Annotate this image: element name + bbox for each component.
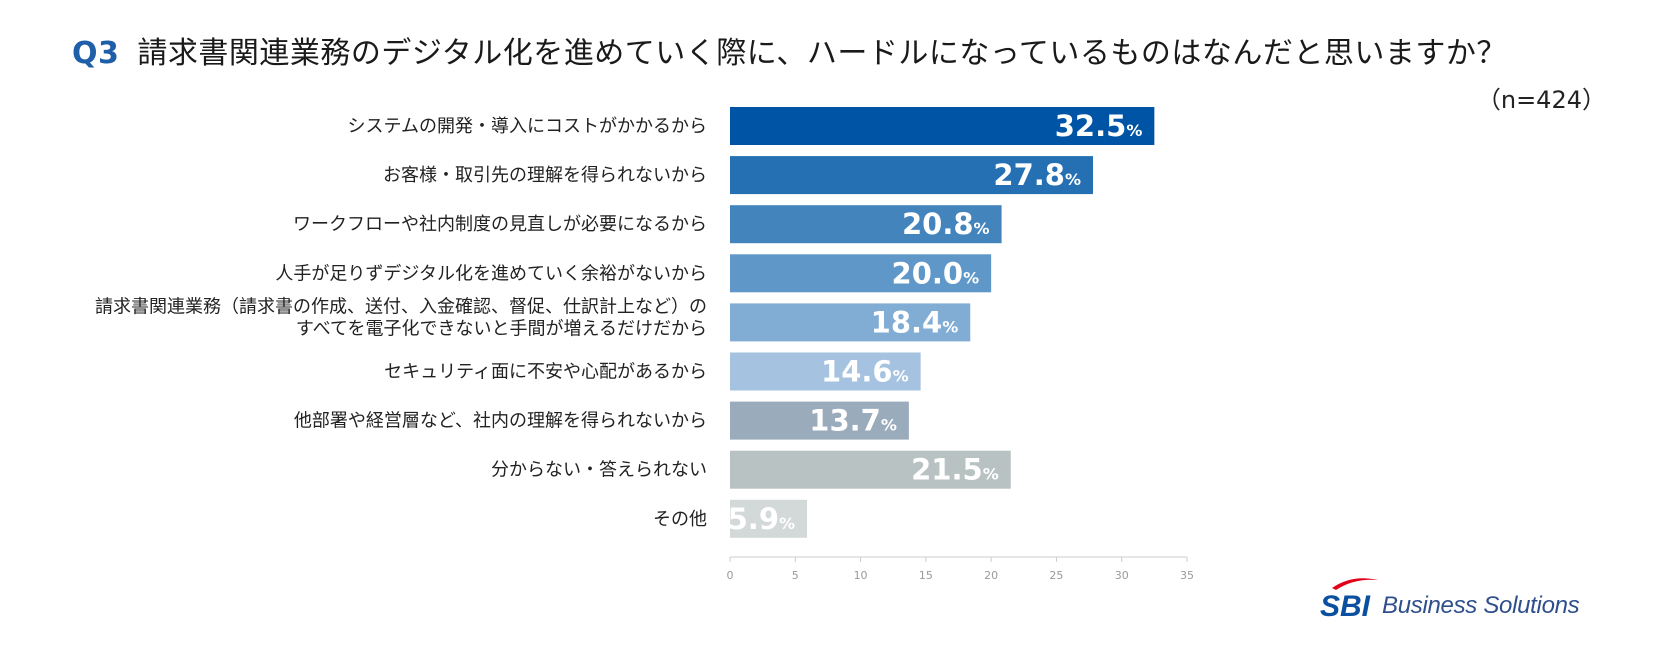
value-label-5: 18.4% xyxy=(871,305,959,339)
bar-1 xyxy=(730,107,1155,145)
category-label-3: ワークフローや社内制度の見直しが必要になるから xyxy=(293,214,707,235)
category-label-6: セキュリティ面に不安や心配があるから xyxy=(384,362,707,383)
sample-size: （n=424） xyxy=(1476,86,1606,114)
category-label-8: 分からない・答えられない xyxy=(491,460,707,481)
chart-title: Q3 請求書関連業務のデジタル化を進めていく際に、ハードルになっているものはなんだ… xyxy=(72,28,1507,72)
value-label-6: 14.6% xyxy=(821,355,909,389)
bar-6 xyxy=(730,352,921,391)
x-tick-label-10: 10 xyxy=(854,569,868,582)
bar-3 xyxy=(730,205,1002,244)
category-label-7: 他部署や経営層など、社内の理解を得られないから xyxy=(294,411,707,432)
x-tick-label-5: 5 xyxy=(792,569,799,582)
x-tick-label-35: 35 xyxy=(1180,569,1194,582)
bar-9 xyxy=(730,499,808,538)
x-tick-label-0: 0 xyxy=(727,569,734,582)
category-label-5: 請求書関連業務（請求書の作成、送付、入金確認、督促、仕訳計上など）のすべてを電子… xyxy=(95,296,707,339)
category-label-4: 人手が足りずデジタル化を進めていく余裕がないから xyxy=(275,263,707,284)
category-label-2: お客様・取引先の理解を得られないから xyxy=(383,165,707,186)
bar-8 xyxy=(730,450,1011,489)
category-label-9: その他 xyxy=(653,509,707,530)
value-label-4: 20.0% xyxy=(892,256,980,290)
question-text: 請求書関連業務のデジタル化を進めていく際に、ハードルになっているものはなんだと思… xyxy=(137,36,1507,71)
bar-5 xyxy=(730,303,971,342)
company-name: Business Solutions xyxy=(1382,592,1580,619)
value-label-7: 13.7% xyxy=(809,404,897,438)
value-label-3: 20.8% xyxy=(902,207,990,241)
x-tick-label-25: 25 xyxy=(1049,569,1063,582)
sbi-logo-mark: SBI xyxy=(1320,578,1378,623)
bar-4 xyxy=(730,254,992,293)
question-number: Q3 xyxy=(72,36,120,71)
value-label-2: 27.8% xyxy=(993,158,1081,192)
value-label-1: 32.5% xyxy=(1055,109,1143,143)
x-tick-label-20: 20 xyxy=(984,569,998,582)
x-tick-label-30: 30 xyxy=(1115,569,1129,582)
value-label-8: 21.5% xyxy=(911,453,999,487)
category-label-1: システムの開発・導入にコストがかかるから xyxy=(348,116,707,137)
bar-7 xyxy=(730,401,909,440)
value-label-9: 5.9% xyxy=(728,502,795,536)
sbi-logo: SBI Business Solutions xyxy=(1318,574,1588,624)
sbi-logo-letters: SBI xyxy=(1320,590,1371,623)
x-tick-label-15: 15 xyxy=(919,569,933,582)
bar-2 xyxy=(730,156,1093,195)
